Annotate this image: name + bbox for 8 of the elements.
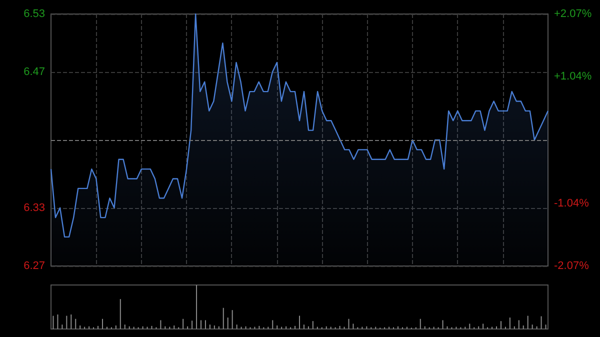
y-tick-label: 6.53 — [24, 8, 45, 20]
y2-tick-label: +2.07% — [554, 8, 592, 20]
y2-tick-label: -1.04% — [554, 197, 590, 210]
y2-tick-label: +1.04% — [554, 70, 592, 83]
y-tick-label: 6.27 — [24, 260, 45, 272]
y2-tick-label: -2.07% — [554, 260, 590, 272]
y-tick-label: 6.33 — [24, 202, 45, 214]
y-tick-label: 6.47 — [24, 66, 45, 78]
